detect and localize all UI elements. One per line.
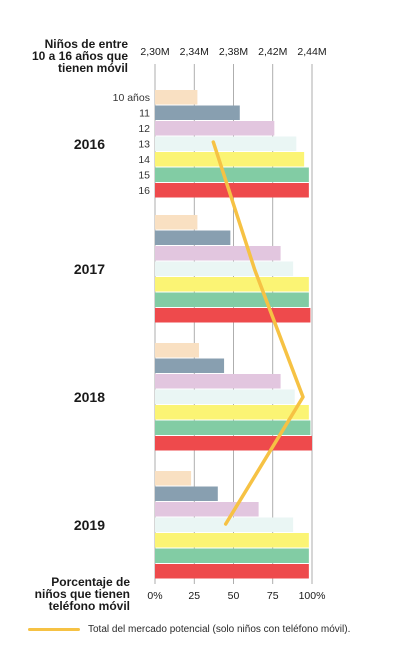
bottom-tick-label: 0% (147, 590, 162, 602)
age-labels: 10 años 11 12 13 14 15 16 (113, 92, 151, 197)
bar (155, 167, 309, 182)
bottom-axis-title-line-3: teléfono móvil (48, 599, 130, 613)
bar (155, 308, 311, 323)
bar (155, 215, 198, 230)
top-axis-title-line-2: 10 a 16 años que (31, 49, 128, 63)
bottom-tick-label: 25 (188, 590, 200, 602)
year-label: 2019 (74, 517, 105, 533)
bar (155, 292, 309, 307)
age-label: 10 años (113, 92, 150, 104)
bar (155, 533, 309, 548)
top-tick-label: 2,30M (140, 46, 169, 58)
bar (155, 358, 225, 373)
bar (155, 486, 218, 501)
bar (155, 230, 231, 245)
top-tick-label: 2,38M (219, 46, 248, 58)
top-tick-label: 2,44M (297, 46, 326, 58)
bar (155, 343, 199, 358)
legend-label: Total del mercado potencial (solo niños … (88, 624, 351, 635)
age-label: 14 (138, 154, 150, 166)
bottom-tick-label: 100% (299, 590, 326, 602)
top-axis-title-line-1: Niños de entre (44, 37, 128, 51)
bar (155, 246, 281, 261)
top-tick-label: 2,42M (258, 46, 287, 58)
bottom-axis-ticks: 0% 25 50 75 100% (147, 590, 325, 602)
bar (155, 436, 312, 451)
bottom-axis-title: Porcentaje de niños que tienen teléfono … (6, 576, 130, 612)
age-label: 16 (138, 185, 150, 197)
year-label: 2018 (74, 389, 105, 405)
bar (155, 389, 295, 404)
bar (155, 405, 309, 420)
year-labels: 2016 2017 2018 2019 (74, 136, 105, 533)
top-axis-title-line-3: tienen móvil (57, 61, 128, 75)
bar (155, 502, 259, 517)
total-market-line (211, 140, 305, 526)
bar (155, 121, 275, 136)
bottom-axis-title-line-1: Porcentaje de (51, 575, 130, 589)
bar (155, 261, 294, 276)
bar (155, 183, 309, 198)
bar (155, 105, 240, 120)
bottom-tick-label: 75 (267, 590, 279, 602)
legend-line-swatch (28, 628, 80, 631)
bar (155, 471, 192, 486)
bar (155, 374, 281, 389)
top-axis-ticks: 2,30M 2,34M 2,38M 2,42M 2,44M (140, 46, 326, 58)
bottom-axis-title-line-2: niños que tienen (34, 587, 130, 601)
top-tick-label: 2,34M (180, 46, 209, 58)
year-label: 2016 (74, 136, 105, 152)
age-label: 13 (138, 138, 150, 150)
top-axis-title: Niños de entre 10 a 16 años que tienen m… (6, 38, 128, 74)
bar (155, 420, 311, 435)
bar (155, 517, 294, 532)
bar (155, 548, 309, 563)
age-label: 11 (139, 107, 150, 119)
age-label: 15 (138, 169, 150, 181)
bar (155, 136, 297, 151)
bar (155, 152, 305, 167)
bar (155, 277, 309, 292)
legend: Total del mercado potencial (solo niños … (28, 624, 350, 635)
age-label: 12 (138, 123, 150, 135)
bottom-tick-label: 50 (228, 590, 240, 602)
bar (155, 90, 198, 105)
bars (155, 90, 312, 579)
bar (155, 564, 309, 579)
year-label: 2017 (74, 261, 105, 277)
